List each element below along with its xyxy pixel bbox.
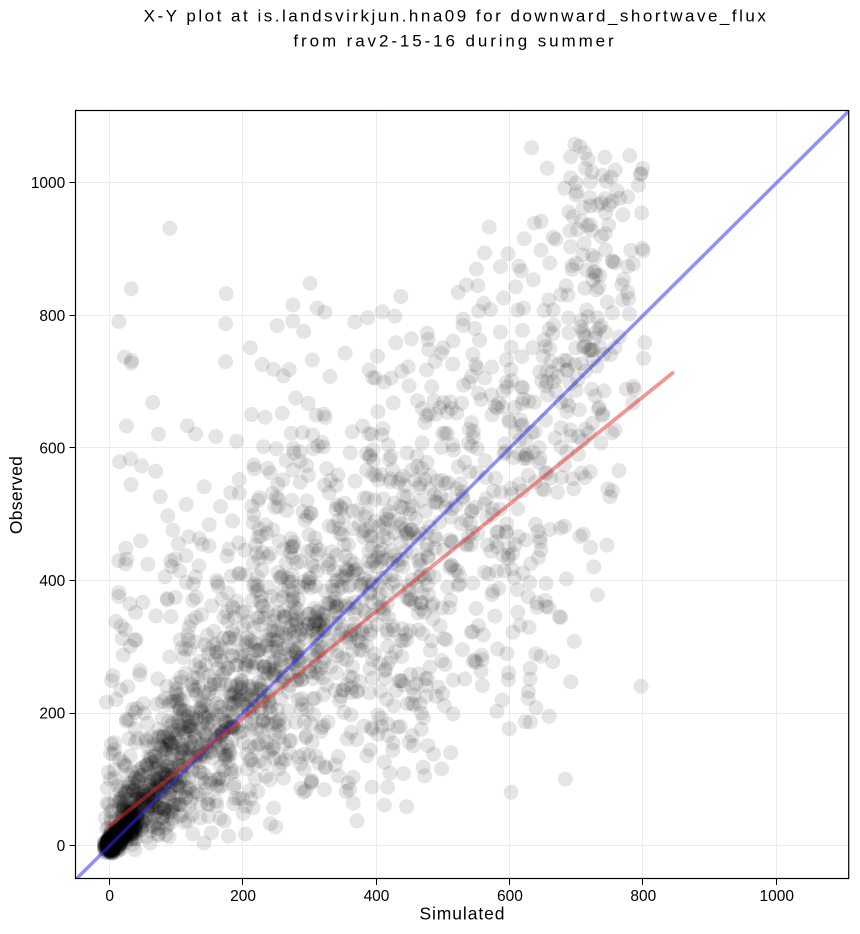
svg-text:from rav2-15-16 during summer: from rav2-15-16 during summer	[293, 32, 616, 51]
svg-text:600: 600	[497, 888, 523, 905]
svg-text:0: 0	[57, 838, 66, 855]
svg-text:0: 0	[105, 888, 114, 905]
svg-text:Observed: Observed	[6, 456, 26, 534]
svg-text:600: 600	[39, 440, 65, 457]
svg-text:1000: 1000	[31, 175, 66, 192]
svg-text:200: 200	[230, 888, 256, 905]
svg-text:1000: 1000	[759, 888, 794, 905]
svg-text:Simulated: Simulated	[419, 904, 505, 924]
svg-text:400: 400	[364, 888, 390, 905]
svg-text:800: 800	[630, 888, 656, 905]
svg-text:X-Y plot at is.landsvirkjun.hn: X-Y plot at is.landsvirkjun.hna09 for do…	[144, 7, 769, 26]
svg-text:800: 800	[39, 308, 65, 325]
svg-text:400: 400	[39, 573, 65, 590]
svg-text:200: 200	[39, 706, 65, 723]
